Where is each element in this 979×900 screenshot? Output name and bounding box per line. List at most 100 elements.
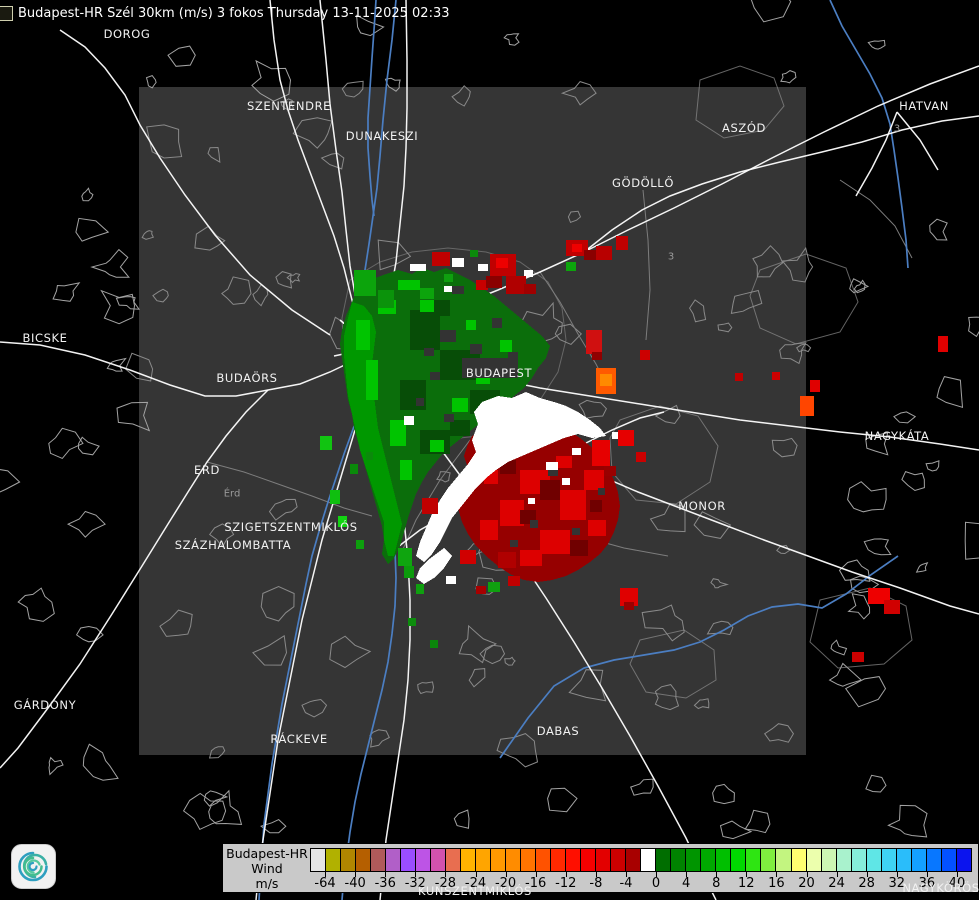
tick-mark — [836, 872, 838, 877]
tick-mark — [415, 872, 417, 877]
map-label-erd: ERD — [194, 463, 220, 477]
color-cell-37 — [866, 849, 882, 871]
commune-polygon — [763, 723, 794, 743]
color-cell-35 — [836, 849, 852, 871]
commune-polygon — [468, 668, 486, 688]
map-label-dunakeszi: DUNAKESZI — [345, 129, 419, 143]
color-cell-16 — [551, 849, 567, 871]
commune-polygon — [712, 783, 735, 805]
commune-polygon — [0, 469, 21, 493]
color-cell-8 — [431, 849, 447, 871]
tick-mark — [716, 872, 718, 877]
color-cell-25 — [686, 849, 702, 871]
commune-polygon — [208, 789, 243, 825]
commune-polygon — [925, 460, 940, 472]
commune-polygon — [341, 80, 364, 98]
tick-label--32: -32 — [404, 876, 426, 891]
commune-polygon — [689, 299, 707, 323]
commune-polygon — [141, 230, 155, 240]
color-cell-31 — [776, 849, 792, 871]
commune-polygon — [901, 470, 925, 492]
commune-polygon — [554, 323, 583, 345]
map-label-gárdony: GÁRDONY — [13, 698, 77, 712]
wind-south-speckles — [320, 436, 520, 648]
commune-polygon — [252, 634, 288, 666]
tick-label--36: -36 — [374, 876, 396, 891]
commune-polygon — [560, 81, 597, 106]
commune-polygon — [750, 0, 792, 23]
commune-polygon — [744, 809, 771, 834]
color-cell-38 — [881, 849, 897, 871]
tick-label-40: 40 — [948, 876, 966, 891]
tick-label--8: -8 — [589, 876, 603, 891]
commune-polygon — [780, 70, 797, 84]
commune-polygon — [865, 432, 889, 456]
commune-polygon — [929, 218, 948, 241]
wind-zero-lump — [416, 548, 452, 584]
color-cell-2 — [341, 849, 357, 871]
color-cell-4 — [371, 849, 387, 871]
commune-polygon — [649, 503, 686, 533]
wind-color-legend: Budapest-HR Wind m/s -64 -40 -36 -32 -28 -24-… — [222, 843, 979, 893]
commune-polygon — [292, 117, 333, 149]
commune-polygon — [936, 376, 964, 408]
wind-green-bright-band — [344, 302, 402, 556]
color-cell-3 — [356, 849, 372, 871]
commune-polygon — [17, 587, 55, 622]
tick-mark — [595, 872, 597, 877]
commune-polygon — [220, 276, 252, 305]
commune-polygon — [865, 774, 887, 793]
color-cell-34 — [821, 849, 837, 871]
commune-polygon — [106, 357, 127, 372]
commune-polygon — [417, 681, 435, 695]
color-cell-21 — [626, 849, 642, 871]
commune-polygon — [453, 809, 470, 829]
commune-polygon — [771, 437, 798, 458]
met-service-swirl-logo — [11, 844, 56, 889]
commune-polygon — [838, 559, 871, 582]
commune-polygon — [853, 279, 866, 294]
commune-polygon — [48, 756, 64, 776]
color-cell-19 — [596, 849, 612, 871]
commune-polygon — [568, 669, 607, 702]
commune-polygon — [893, 411, 917, 424]
map-label-kunszentmiklós: KUNSZENTMIKLÓS — [418, 884, 532, 898]
map-label-budapest: BUDAPEST — [465, 366, 533, 380]
color-cell-0 — [311, 849, 327, 871]
color-cell-13 — [506, 849, 522, 871]
map-label-ráckeve: RÁCKEVE — [270, 732, 328, 746]
tick-mark — [926, 872, 928, 877]
tick-label-0: 0 — [651, 876, 661, 891]
tick-label--4: -4 — [619, 876, 633, 891]
commune-polygon — [260, 585, 295, 622]
map-label-monor: MONOR — [678, 499, 726, 513]
color-scale-bar — [310, 848, 972, 872]
commune-polygon — [578, 399, 608, 419]
map-label-nagykáta: NAGYKÁTA — [864, 429, 930, 443]
wind-red-gaps — [510, 468, 605, 547]
commune-polygon — [547, 787, 578, 813]
color-cell-15 — [536, 849, 552, 871]
commune-polygon — [208, 523, 235, 548]
commune-polygon — [159, 609, 193, 637]
legend-source-box: Budapest-HR Wind m/s — [223, 844, 311, 892]
map-label-nagykörös: NAGYKÖRÖS — [902, 881, 979, 895]
map-minor-label: 3 — [667, 251, 675, 263]
commune-polygon — [654, 404, 681, 425]
map-minor-label: Érd — [223, 488, 241, 500]
color-cell-36 — [851, 849, 867, 871]
tick-mark — [746, 872, 748, 877]
commune-polygon — [77, 436, 100, 456]
tick-label--28: -28 — [434, 876, 457, 891]
commune-polygon — [100, 289, 136, 325]
tick-mark — [475, 872, 477, 877]
commune-polygon — [260, 819, 287, 834]
commune-polygon — [796, 343, 812, 353]
commune-polygon — [828, 662, 863, 687]
legend-units: m/s — [255, 876, 279, 891]
commune-polygon — [630, 778, 654, 796]
commune-polygon — [693, 698, 710, 710]
commune-polygon — [503, 33, 520, 46]
color-cell-18 — [581, 849, 597, 871]
commune-polygon — [152, 288, 169, 303]
